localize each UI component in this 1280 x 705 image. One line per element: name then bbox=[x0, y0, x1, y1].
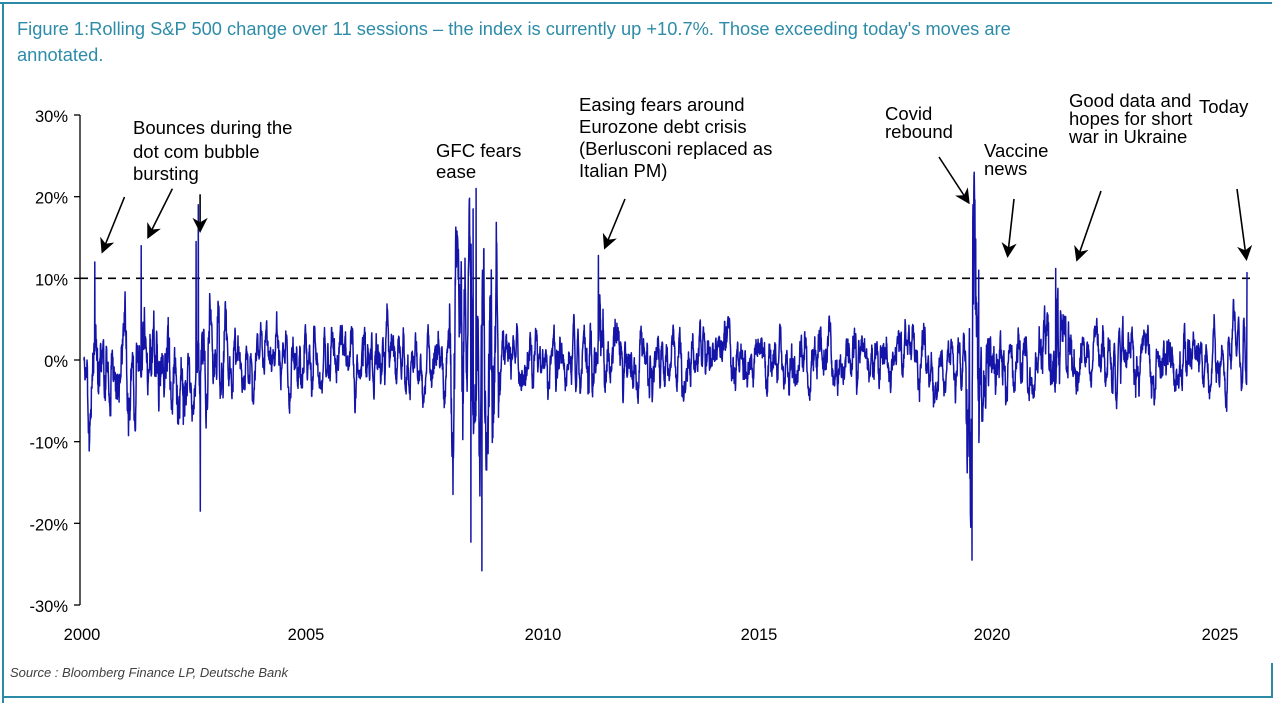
svg-text:news: news bbox=[984, 158, 1027, 179]
svg-text:-20%: -20% bbox=[29, 516, 68, 534]
svg-text:20%: 20% bbox=[35, 190, 68, 208]
svg-text:war in Ukraine: war in Ukraine bbox=[1068, 126, 1187, 147]
svg-text:2000: 2000 bbox=[64, 626, 101, 644]
svg-text:Today: Today bbox=[1199, 96, 1249, 117]
svg-text:-10%: -10% bbox=[29, 435, 68, 453]
svg-text:dot com bubble: dot com bubble bbox=[133, 141, 260, 162]
svg-text:30%: 30% bbox=[35, 108, 68, 126]
svg-text:2010: 2010 bbox=[525, 626, 562, 644]
svg-text:0%: 0% bbox=[44, 353, 68, 371]
svg-text:rebound: rebound bbox=[885, 121, 953, 142]
svg-text:2025: 2025 bbox=[1202, 626, 1239, 644]
svg-text:Easing fears around: Easing fears around bbox=[579, 94, 745, 115]
svg-text:Italian PM): Italian PM) bbox=[579, 160, 667, 181]
svg-text:-30%: -30% bbox=[29, 598, 68, 616]
svg-text:bursting: bursting bbox=[133, 163, 199, 184]
svg-text:Bounces during the: Bounces during the bbox=[133, 117, 292, 138]
svg-text:2005: 2005 bbox=[288, 626, 325, 644]
svg-text:10%: 10% bbox=[35, 271, 68, 289]
svg-text:GFC fears: GFC fears bbox=[436, 140, 521, 161]
svg-text:(Berlusconi replaced as: (Berlusconi replaced as bbox=[579, 138, 772, 159]
svg-text:Eurozone debt crisis: Eurozone debt crisis bbox=[579, 116, 747, 137]
svg-text:ease: ease bbox=[436, 161, 476, 182]
svg-text:2015: 2015 bbox=[741, 626, 778, 644]
svg-text:2020: 2020 bbox=[974, 626, 1011, 644]
